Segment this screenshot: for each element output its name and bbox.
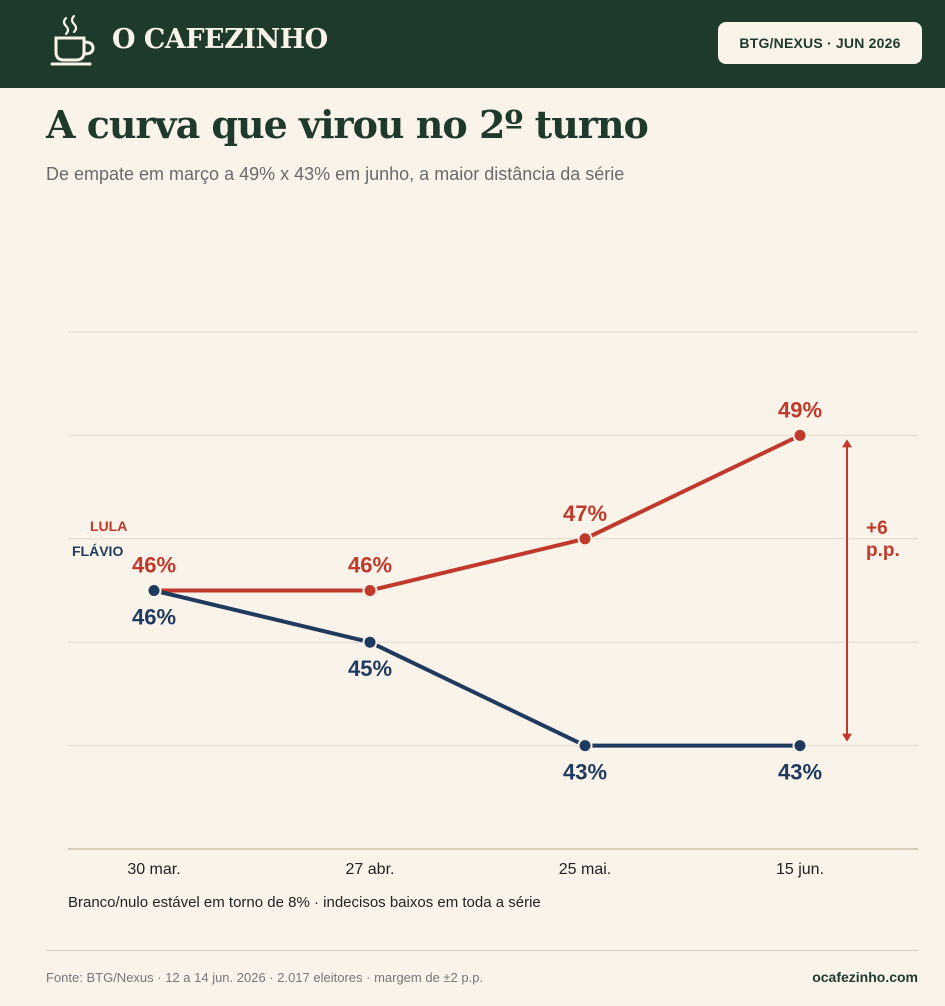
brand-logo: O CAFEZINHO — [112, 24, 328, 55]
data-label: 46% — [132, 605, 176, 630]
data-label: 49% — [778, 397, 822, 422]
data-point-flavio — [577, 738, 593, 754]
gap-annotation: +6 p.p. — [866, 518, 900, 561]
gap-arrow-head-bottom — [842, 733, 852, 742]
x-tick-label: 30 mar. — [127, 861, 180, 878]
series-line-lula — [154, 433, 801, 593]
coffee-cup-icon — [50, 14, 95, 66]
data-label: 46% — [348, 553, 392, 578]
footer-divider — [46, 950, 918, 951]
data-label: 43% — [563, 760, 607, 785]
chart-note: Branco/nulo estável em torno de 8% · ind… — [68, 894, 541, 911]
page-subtitle: De empate em março a 49% x 43% em junho,… — [46, 164, 625, 184]
gap-arrow-head-top — [842, 439, 852, 448]
data-label: 47% — [563, 501, 607, 526]
data-point-flavio — [146, 583, 162, 598]
source-text: Fonte: BTG/Nexus · 12 a 14 jun. 2026 · 2… — [46, 970, 484, 985]
data-point-lula — [362, 583, 378, 598]
page-title: A curva que virou no 2º turno — [46, 102, 649, 147]
series-label-lula: LULA — [90, 518, 127, 534]
data-label: 43% — [778, 760, 822, 785]
source-badge: BTG/NEXUS · JUN 2026 — [718, 22, 922, 64]
data-point-flavio — [792, 738, 808, 754]
series-line-flavio — [153, 588, 800, 748]
data-label: 46% — [132, 553, 176, 578]
data-point-flavio — [362, 634, 378, 650]
x-tick-label: 25 mai. — [559, 861, 611, 878]
x-tick-label: 15 jun. — [776, 861, 824, 878]
site-link[interactable]: ocafezinho.com — [812, 969, 918, 985]
x-tick-label: 27 abr. — [346, 861, 395, 878]
header-bar: O CAFEZINHO BTG/NEXUS · JUN 2026 — [0, 0, 945, 88]
data-point-lula — [577, 531, 593, 547]
data-point-lula — [792, 427, 808, 443]
line-chart: 30 mar. 27 abr. 25 mai. 15 jun. 46% 46% 47% 49%… — [68, 331, 918, 878]
data-label: 45% — [348, 656, 392, 681]
series-label-flavio: FLÁVIO — [72, 543, 123, 559]
